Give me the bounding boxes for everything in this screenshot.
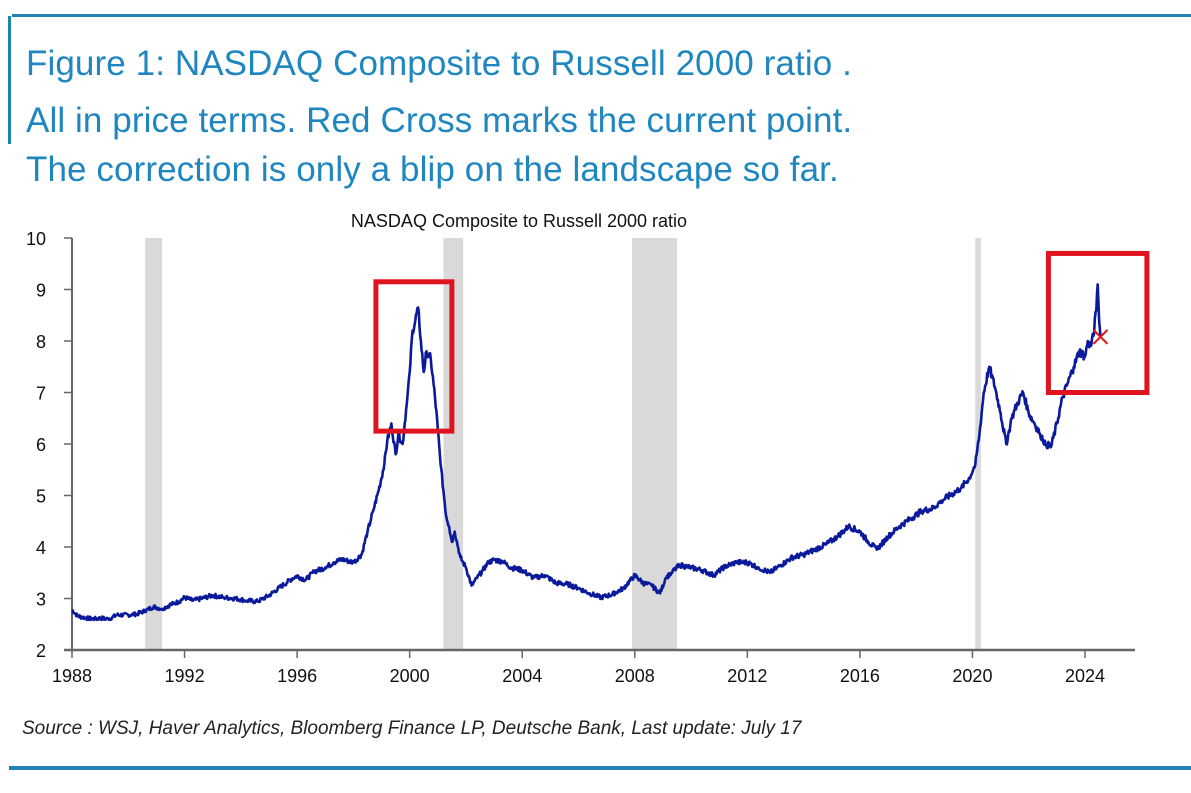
chart-title: NASDAQ Composite to Russell 2000 ratio	[351, 211, 687, 231]
y-tick-label: 10	[26, 229, 46, 249]
annotation-layer	[373, 250, 1150, 434]
y-tick-label: 2	[36, 641, 46, 661]
ratio-line-chart: 2 3 4 5 6 7 8 9 10 1988 1992 1996 2000 2004 2008 2012 20…	[26, 211, 1150, 686]
figure-subtitle-line-2: The correction is only a blip on the lan…	[26, 150, 839, 189]
ratio-series-line	[71, 283, 1102, 622]
axes: 2 3 4 5 6 7 8 9 10 1988 1992 1996 2000 2004 2008 2012 20…	[26, 229, 1135, 686]
recession-bands	[145, 238, 981, 650]
current-point-cross-icon	[1092, 329, 1109, 345]
y-tick-label: 8	[36, 332, 46, 352]
y-tick-label: 5	[36, 487, 46, 507]
x-tick-label: 2024	[1065, 666, 1105, 686]
cross-stroke	[1092, 329, 1109, 345]
y-tick-label: 9	[36, 281, 46, 301]
header-left-rule	[8, 16, 11, 144]
figure-subtitle-line-1: All in price terms. Red Cross marks the …	[26, 101, 853, 140]
recession-band	[145, 238, 163, 650]
y-tick-label: 4	[36, 538, 46, 558]
x-tick-label: 2008	[615, 666, 655, 686]
x-tick-label: 2000	[390, 666, 430, 686]
footer-rule	[9, 766, 1191, 770]
y-tick-label: 7	[36, 384, 46, 404]
highlight-box	[1045, 250, 1150, 396]
x-tick-label: 2004	[502, 666, 542, 686]
x-tick-label: 2020	[952, 666, 992, 686]
series-layer	[71, 283, 1102, 622]
x-tick-label: 1996	[277, 666, 317, 686]
y-tick-label: 6	[36, 435, 46, 455]
x-tick-label: 2012	[727, 666, 767, 686]
figure-headline: Figure 1: NASDAQ Composite to Russell 20…	[26, 44, 852, 83]
x-tick-label: 2016	[840, 666, 880, 686]
y-tick-label: 3	[36, 590, 46, 610]
highlight-box	[373, 279, 455, 434]
header-top-rule	[12, 14, 1191, 17]
source-note: Source : WSJ, Haver Analytics, Bloomberg…	[22, 718, 802, 739]
x-tick-label: 1992	[165, 666, 205, 686]
x-tick-label: 1988	[52, 666, 92, 686]
